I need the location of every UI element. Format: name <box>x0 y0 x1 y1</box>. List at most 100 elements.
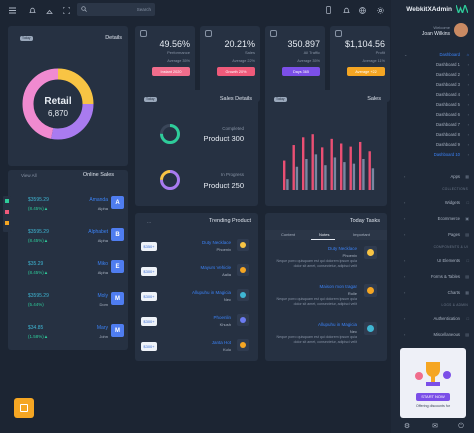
welcome-text: Welcome <box>433 25 450 30</box>
product-name[interactable]: Allupuhu in Magicia <box>191 290 231 295</box>
sidebar-item-dashboard-2[interactable]: Dashboard 2 › <box>391 71 474 79</box>
settings-icon[interactable] <box>376 6 384 14</box>
bell-icon[interactable] <box>28 6 36 14</box>
task-sub: Nec <box>349 329 357 334</box>
sidebar-item-label: Dashboard 2 <box>436 72 460 77</box>
sidebar-item-dashboard-4[interactable]: Dashboard 4 › <box>391 91 474 99</box>
power-icon[interactable]: ⏻ <box>458 422 464 430</box>
trending-item[interactable]: $300+ Mayurs Vehicle Aalia <box>135 263 257 283</box>
trending-item[interactable]: $350+ Duty Necklace Phoenix <box>135 238 257 258</box>
promo-button-wrap: START NOW <box>400 393 466 401</box>
promo-start-button[interactable]: START NOW <box>416 393 450 401</box>
search-box[interactable]: Search <box>77 3 155 16</box>
stat-button[interactable]: Instant 2020 <box>152 67 190 76</box>
stat-value: 350.897 <box>287 39 320 49</box>
task-name[interactable]: Allupuhu in Magicia <box>317 322 357 327</box>
red-square-icon[interactable] <box>5 210 9 214</box>
stat-card-traffic: 350.897 All Traffic Average 35% Days 365 <box>265 26 325 102</box>
sidebar-item-dashboard-10[interactable]: Dashboard 10 › <box>391 151 474 159</box>
product-250: Product 250 <box>203 181 244 190</box>
completed-ring-icon <box>160 124 180 144</box>
view-all-link[interactable]: View All <box>21 173 37 178</box>
floating-action-button[interactable] <box>14 398 34 418</box>
sidebar-item-ecommerce[interactable]: ‹ Ecommerce ▣ <box>391 215 474 223</box>
chevron-right-icon: › <box>467 122 469 127</box>
avatar[interactable] <box>454 23 468 37</box>
user-icon[interactable] <box>45 6 53 14</box>
status-in-progress: In Progress <box>220 172 244 177</box>
sidebar-item-dashboard-3[interactable]: Dashboard 3 › <box>391 81 474 89</box>
bar-series-1-6 <box>330 138 333 190</box>
task-item[interactable]: Allupuhu in Magicia Nec Neque porro quisqu… <box>265 320 387 366</box>
price-tag[interactable]: $300+ <box>141 267 157 276</box>
stat-average: Average 22% <box>232 59 255 63</box>
sidebar-item-dashboard-1[interactable]: Dashboard 1 › <box>391 61 474 69</box>
sidebar-item-label: Dashboard <box>439 52 461 57</box>
mail-icon[interactable]: ✉ <box>432 422 438 430</box>
phone-icon[interactable] <box>325 5 331 14</box>
green-square-icon[interactable] <box>5 199 9 203</box>
globe-icon[interactable] <box>358 6 366 14</box>
price-tag[interactable]: $300+ <box>141 342 157 351</box>
tab-content[interactable]: Content <box>281 232 296 237</box>
more-menu[interactable]: ... <box>147 219 152 225</box>
fullscreen-icon[interactable] <box>62 6 70 14</box>
sidebar-item-charts[interactable]: ‹ Charts ▦ <box>391 289 474 297</box>
online-sales-row[interactable]: $3595.29 (8.45%)▲ Amanda Alpha A <box>8 195 128 223</box>
sidebar-item-dashboard-9[interactable]: Dashboard 9 › <box>391 141 474 149</box>
sidebar-item-forms-tables[interactable]: ‹ Forms & Tables ▤ <box>391 273 474 281</box>
stat-label: Profit <box>375 50 385 55</box>
sidebar-item-dashboard-7[interactable]: Dashboard 7 › <box>391 121 474 129</box>
brand-name: WebkitXAdmin <box>406 6 452 13</box>
sidebar-item-miscellaneous[interactable]: ‹ Miscellaneous ▤ <box>391 331 474 339</box>
customer-name: Alphabet <box>88 229 108 235</box>
sidebar-item-apps[interactable]: ‹ Apps ▦ <box>391 173 474 181</box>
task-item[interactable]: Maison mon tragar Rolle Neque porro quisqu… <box>265 282 387 328</box>
sidebar-item-dashboard-5[interactable]: Dashboard 5 › <box>391 101 474 109</box>
sidebar-item-dashboard[interactable]: ⌄ Dashboard ⌂ <box>391 51 474 59</box>
online-sales-row[interactable]: $3595.29 (5.44%) Moly Dom M <box>8 291 128 319</box>
sidebar-item-label: Authentication <box>433 316 460 321</box>
tab-notes[interactable]: Notes <box>319 232 330 237</box>
product-name[interactable]: Mayurs Vehicle <box>200 265 231 270</box>
task-item[interactable]: Duty Necklace Phoenix Neque porro quisquam… <box>265 244 387 290</box>
notification-icon[interactable] <box>342 6 350 14</box>
sidebar-item-dashboard-8[interactable]: Dashboard 8 › <box>391 131 474 139</box>
stat-card-profit: $1,104.56 Profit Average 11% Average +22 <box>330 26 390 102</box>
bar-series-2-6 <box>333 157 337 190</box>
sidebar-item-ui-elements[interactable]: ‹ UI Elements □ <box>391 257 474 265</box>
chart-icon: ▦ <box>465 290 469 295</box>
bar-series-2-10 <box>371 168 375 190</box>
misc-icon: ▤ <box>465 332 469 337</box>
sidebar-item-dashboard-6[interactable]: Dashboard 6 › <box>391 111 474 119</box>
trending-item[interactable]: $300+ Allupuhu in Magicia Nec <box>135 288 257 308</box>
sidebar-item-label: Dashboard 10 <box>433 152 460 157</box>
price-tag[interactable]: $300+ <box>141 317 157 326</box>
price-tag[interactable]: $300+ <box>141 292 157 301</box>
stat-button[interactable]: Growth 20% <box>217 67 255 76</box>
price-tag[interactable]: $350+ <box>141 242 157 251</box>
online-sales-row[interactable]: $35.29 (8.45%)▲ Miko Alpha E <box>8 259 128 287</box>
trending-item[interactable]: $300+ Janta Hot Kulu <box>135 338 257 358</box>
search-input[interactable]: Search <box>136 7 151 12</box>
sidebar-item-pages[interactable]: ‹ Pages ▤ <box>391 231 474 239</box>
task-description: Neque porro quisquam est qui dolorem ips… <box>276 259 357 268</box>
task-sub: Rolle <box>347 291 357 296</box>
menu-toggle-icon[interactable] <box>8 6 16 14</box>
stat-button[interactable]: Average +22 <box>347 67 385 76</box>
product-name[interactable]: Janta Hot <box>211 340 231 345</box>
settings-icon[interactable]: ⚙ <box>403 422 411 430</box>
product-name[interactable]: Phoenlin <box>213 315 231 320</box>
tab-important[interactable]: Important <box>353 232 370 237</box>
trending-item[interactable]: $300+ Phoenlin Khush <box>135 313 257 333</box>
task-name[interactable]: Duty Necklace <box>327 246 357 251</box>
online-sales-title: Online Sales <box>82 172 114 178</box>
sidebar-item-authentication[interactable]: ‹ Authentication □ <box>391 315 474 323</box>
online-sales-row[interactable]: $3595.29 (8.45%)▲ Alphabet Alpha B <box>8 227 128 255</box>
product-name[interactable]: Duty Necklace <box>201 240 231 245</box>
sidebar-item-widgets[interactable]: ‹ Widgets □ <box>391 199 474 207</box>
stat-button[interactable]: Days 365 <box>282 67 320 76</box>
task-name[interactable]: Maison mon tragar <box>319 284 357 289</box>
online-sales-row[interactable]: $34.85 (1.58%)▲ Mary John M <box>8 323 128 351</box>
orange-square-icon[interactable] <box>5 221 9 225</box>
